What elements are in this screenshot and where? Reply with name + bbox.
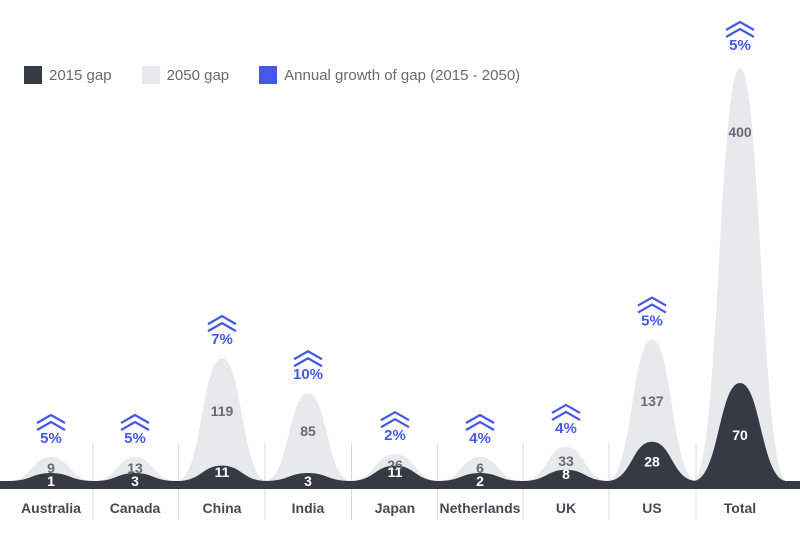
value-label-2015: 1 <box>47 473 55 489</box>
x-axis-labels: Australia Canada China India Japan Netherland… <box>21 500 756 516</box>
chevron-up-icon <box>293 350 323 361</box>
value-label-2050: 137 <box>640 393 664 409</box>
growth-label: 5% <box>124 430 146 447</box>
legend-label-2015: 2015 gap <box>49 66 112 84</box>
area-2015-us <box>607 441 697 481</box>
value-label-2050: 6 <box>476 460 484 476</box>
legend-label-growth: Annual growth of gap (2015 - 2050) <box>284 66 521 84</box>
chevron-up-icon <box>551 403 581 414</box>
value-label-2050: 9 <box>47 460 55 476</box>
legend-item-2050: 2050 gap <box>141 66 230 84</box>
chevron-up-icon <box>465 413 495 424</box>
area-2050-uk <box>523 446 609 481</box>
value-label-2050: 119 <box>211 403 234 419</box>
area-2015-china <box>177 465 267 481</box>
chevron-up-icon <box>36 413 66 424</box>
legend-label-2050: 2050 gap <box>166 66 230 84</box>
chevron-up-icon <box>380 418 410 429</box>
x-tick-label: Australia <box>21 500 81 516</box>
area-2050-australia <box>8 457 94 481</box>
value-label-2015: 2 <box>476 473 484 489</box>
growth-label: 10% <box>293 366 323 383</box>
series-2050-gap <box>8 68 787 481</box>
series-2015-gap <box>8 383 787 481</box>
chevron-up-icon <box>380 411 410 422</box>
area-2015-canada <box>94 473 176 481</box>
legend-swatch-2050 <box>141 66 160 84</box>
growth-markers: 5% 5% 7% 10% 2% 4% 4% 5% 5% <box>36 20 755 447</box>
area-2015-total <box>693 383 787 481</box>
x-tick-label: Canada <box>110 500 161 516</box>
legend-item-growth: Annual growth of gap (2015 - 2050) <box>259 66 520 84</box>
chevron-up-icon <box>725 20 755 31</box>
value-label-2050: 33 <box>558 453 574 469</box>
x-tick-label: US <box>642 500 661 516</box>
value-labels-2050: 9 13 119 85 26 6 33 137 400 <box>47 124 752 476</box>
x-tick-label: China <box>203 500 242 516</box>
value-label-2015: 8 <box>562 466 570 482</box>
area-2050-india <box>265 393 351 481</box>
legend-swatch-2015 <box>24 66 42 84</box>
growth-label: 4% <box>469 430 491 447</box>
chevron-up-icon <box>637 296 667 307</box>
value-label-2050: 400 <box>728 124 752 140</box>
value-label-2015: 3 <box>304 473 312 489</box>
x-tick-label: Total <box>724 500 756 516</box>
area-2050-total <box>693 68 787 481</box>
x-tick-label: UK <box>556 500 576 516</box>
value-label-2050: 85 <box>300 423 316 439</box>
area-2050-china <box>177 358 267 481</box>
x-tick-label: Netherlands <box>440 500 521 516</box>
chevron-up-icon <box>465 420 495 431</box>
chevron-up-icon <box>36 420 66 431</box>
chevron-up-icon <box>637 303 667 314</box>
value-label-2015: 28 <box>644 453 660 469</box>
area-2015-uk <box>523 469 609 481</box>
chevron-up-icon <box>207 322 237 333</box>
value-label-2050: 26 <box>387 457 403 473</box>
value-label-2015: 3 <box>131 473 139 489</box>
legend-swatch-growth <box>259 66 278 84</box>
x-tick-label: Japan <box>375 500 415 516</box>
baseline-band <box>0 481 800 489</box>
growth-label: 5% <box>40 430 62 447</box>
growth-label: 5% <box>641 313 663 330</box>
chevron-up-icon <box>725 27 755 38</box>
legend-item-2015: 2015 gap <box>24 66 112 84</box>
growth-label: 4% <box>555 420 577 437</box>
area-2015-india <box>265 473 351 481</box>
legend: 2015 gap 2050 gap Annual growth of gap (… <box>24 66 550 84</box>
area-2015-japan <box>350 465 440 481</box>
value-label-2015: 11 <box>388 464 403 480</box>
area-2050-us <box>607 339 697 481</box>
value-label-2015: 11 <box>215 464 230 480</box>
x-tick-label: India <box>292 500 325 516</box>
chevron-up-icon <box>120 420 150 431</box>
area-2050-canada <box>94 457 176 481</box>
area-2050-netherlands <box>438 457 522 481</box>
area-2015-australia <box>8 473 94 481</box>
chevron-up-icon <box>293 357 323 368</box>
chevron-up-icon <box>551 410 581 421</box>
chevron-up-icon <box>207 315 237 326</box>
chevron-up-icon <box>120 413 150 424</box>
value-label-2050: 13 <box>127 460 143 476</box>
value-label-2015: 70 <box>732 427 748 443</box>
growth-label: 5% <box>729 37 751 54</box>
growth-label: 7% <box>211 331 233 348</box>
area-2015-netherlands <box>438 473 522 481</box>
growth-label: 2% <box>384 427 406 444</box>
